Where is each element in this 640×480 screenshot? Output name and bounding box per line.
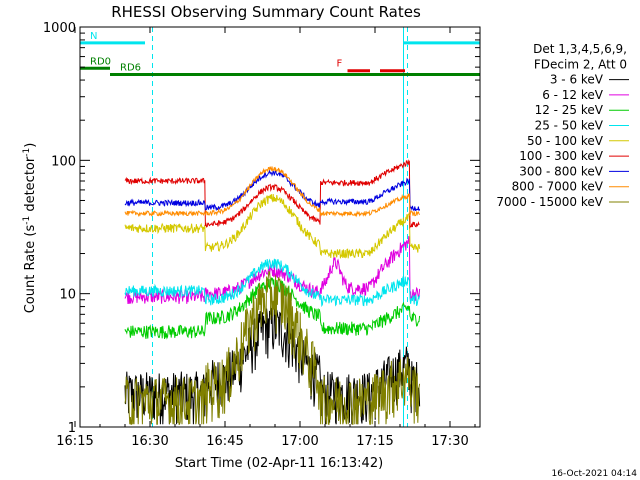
y-axis-label-part-2: -1	[22, 216, 32, 225]
status-bar-label-n: N	[90, 31, 97, 42]
legend-entry-4: 25 - 50 keV	[535, 119, 604, 133]
timestamp: 16-Oct-2021 04:14	[552, 469, 638, 479]
legend-entry-5: 50 - 100 keV	[527, 134, 604, 148]
chart-title: RHESSI Observing Summary Count Rates	[111, 3, 421, 21]
status-bar-label-rd0: RD0	[90, 56, 111, 67]
series-line-8	[124, 166, 421, 218]
y-axis-label-part-3: detector	[23, 156, 38, 216]
series-line-9	[124, 270, 421, 425]
legend-entry-7: 300 - 800 keV	[519, 164, 603, 178]
x-tick-label-5: 17:15	[356, 434, 393, 449]
legend-header-1: Det 1,3,4,5,6,9,	[533, 42, 627, 56]
x-tick-label-2: 16:30	[131, 434, 168, 449]
legend-entry-3: 12 - 25 keV	[535, 103, 604, 117]
y-tick-label-4: 1000	[43, 21, 76, 36]
x-tick-label-4: 17:00	[281, 434, 318, 449]
series-line-5	[124, 194, 421, 259]
y-tick-label-1: 1	[68, 421, 76, 436]
legend-entry-6: 100 - 300 keV	[519, 149, 603, 163]
y-axis-label-part-1: Count Rate (s	[23, 225, 38, 314]
x-tick-label-6: 17:30	[431, 434, 468, 449]
status-bar-label-rd6: RD6	[120, 63, 141, 74]
y-axis-label-part-5: )	[23, 143, 38, 148]
status-bar-label-f: F	[337, 59, 343, 70]
legend-header-2: FDecim 2, Att 0	[534, 57, 627, 71]
legend-entry-1: 3 - 6 keV	[550, 73, 604, 87]
x-tick-label-3: 16:45	[206, 434, 243, 449]
series-line-4	[124, 258, 421, 308]
y-axis-label-part-4: -1	[22, 148, 32, 157]
series-line-7	[124, 168, 421, 212]
y-tick-label-3: 100	[51, 154, 76, 169]
x-axis-label: Start Time (02-Apr-11 16:13:42)	[175, 456, 383, 471]
plot-frame	[79, 26, 481, 428]
series-line-6	[124, 159, 420, 229]
y-axis-label: Count Rate (s-1 detector-1)	[22, 143, 38, 314]
legend-entry-2: 6 - 12 keV	[542, 88, 604, 102]
x-tick-label-1: 16:15	[56, 434, 93, 449]
series-line-3	[124, 277, 421, 340]
y-tick-label-2: 10	[59, 288, 76, 303]
legend-entry-8: 800 - 7000 keV	[512, 180, 604, 194]
legend-entry-9: 7000 - 15000 keV	[496, 195, 603, 209]
